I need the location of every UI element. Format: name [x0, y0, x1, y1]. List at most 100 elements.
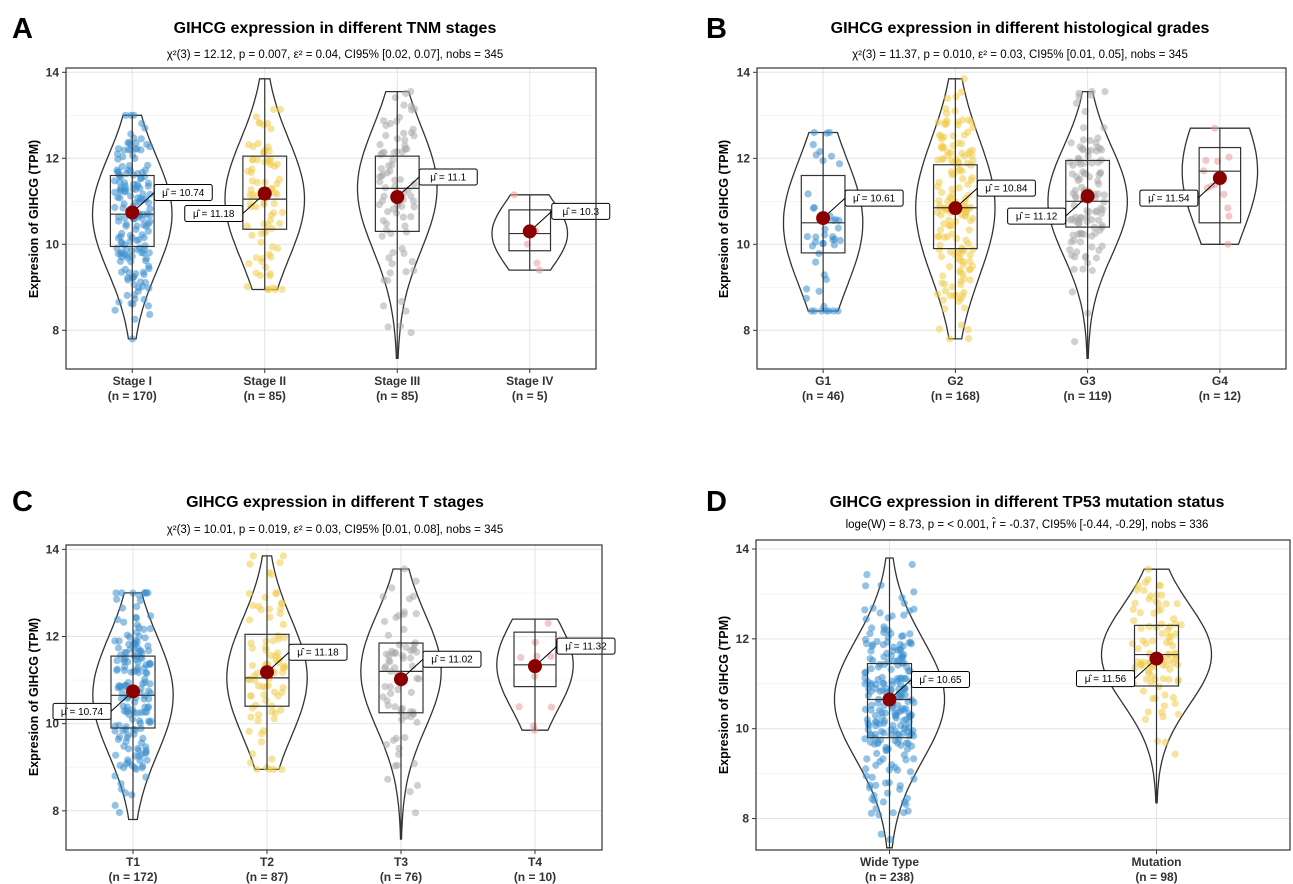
mean-point [260, 665, 274, 680]
data-point [127, 668, 135, 676]
data-point [1075, 93, 1083, 101]
data-point [1070, 236, 1078, 244]
data-point [145, 687, 153, 695]
data-point [113, 665, 121, 673]
data-point [1157, 606, 1165, 614]
data-point [1165, 675, 1173, 684]
data-point [902, 756, 910, 764]
data-point [130, 725, 138, 734]
data-point [830, 241, 839, 249]
data-point [1088, 159, 1096, 167]
violin-T2 [226, 555, 308, 771]
data-point [280, 634, 288, 642]
data-point [261, 593, 269, 602]
panel-label: D [706, 486, 727, 518]
data-point [398, 297, 406, 306]
data-point [133, 603, 141, 611]
panel-subtitle: χ²(3) = 12.12, p = 0.007, ε² = 0.04, CI9… [167, 49, 504, 61]
data-point [129, 300, 137, 308]
data-point [143, 708, 151, 716]
data-point [1133, 586, 1141, 594]
data-point [881, 709, 890, 717]
y-tick-label: 12 [46, 151, 60, 165]
data-point [245, 590, 253, 598]
data-point [1087, 91, 1095, 99]
data-point [1163, 639, 1171, 647]
data-point [902, 739, 911, 747]
data-point [143, 756, 151, 764]
data-point [1081, 107, 1089, 116]
mean-label-box [911, 670, 970, 688]
data-point [898, 653, 906, 661]
box-Stage IV [508, 209, 552, 252]
data-point [892, 714, 900, 722]
data-point [145, 211, 154, 219]
data-point [953, 234, 961, 243]
data-point [386, 683, 394, 691]
data-point [1220, 190, 1228, 198]
data-point [544, 619, 552, 627]
panel-subtitle: χ²(3) = 10.01, p = 0.019, ε² = 0.03, CI9… [167, 524, 504, 536]
data-point [861, 669, 869, 677]
data-point [1080, 159, 1088, 167]
data-point [862, 636, 870, 644]
data-point [279, 208, 287, 216]
data-point [252, 701, 260, 709]
data-point [934, 118, 942, 126]
data-point [120, 200, 128, 208]
data-point [140, 664, 148, 672]
data-point [515, 703, 523, 711]
data-point [943, 109, 951, 117]
data-point [1224, 204, 1232, 212]
data-point [144, 302, 152, 310]
mean-label: μ̂ = 10.74 [61, 706, 104, 718]
data-point [144, 179, 152, 187]
data-point [969, 246, 977, 254]
data-point [389, 156, 397, 164]
mean-label-box [1007, 207, 1067, 225]
x-count-label: (n = 85) [244, 389, 286, 403]
x-tick-label: G3 [1080, 374, 1096, 388]
data-point [863, 755, 871, 763]
data-point [401, 733, 409, 742]
violin-G2 [915, 78, 996, 340]
data-point [399, 213, 407, 221]
box-T1 [110, 655, 156, 729]
data-point [898, 632, 906, 640]
data-point [247, 639, 255, 647]
data-point [957, 277, 965, 285]
data-point [873, 718, 881, 726]
data-point [938, 144, 946, 152]
data-point [896, 785, 904, 793]
data-point [260, 691, 268, 699]
data-point [900, 706, 908, 714]
data-point [127, 111, 135, 119]
data-point [270, 199, 278, 208]
violin-G4 [1181, 127, 1259, 245]
x-tick-label: Wide Type [860, 855, 919, 869]
data-point [1076, 238, 1085, 246]
data-point [866, 738, 875, 746]
data-point [145, 284, 153, 292]
data-point [1094, 134, 1102, 142]
mean-label-box [844, 189, 904, 207]
data-point [133, 145, 141, 153]
data-point [144, 589, 152, 597]
data-point [1225, 153, 1233, 161]
data-point [120, 707, 128, 715]
data-point [135, 752, 143, 760]
data-point [535, 266, 544, 274]
data-point [868, 701, 876, 709]
mean-point [1080, 189, 1095, 204]
data-point [407, 654, 415, 662]
box-Stage I [109, 174, 155, 248]
data-point [1148, 637, 1157, 645]
data-point [962, 236, 970, 244]
data-point [1166, 623, 1174, 631]
data-point [1076, 175, 1084, 183]
data-point [861, 606, 869, 614]
data-point [897, 646, 905, 654]
data-point [952, 93, 960, 101]
mean-point [390, 190, 405, 204]
box-Stage II [242, 155, 288, 230]
